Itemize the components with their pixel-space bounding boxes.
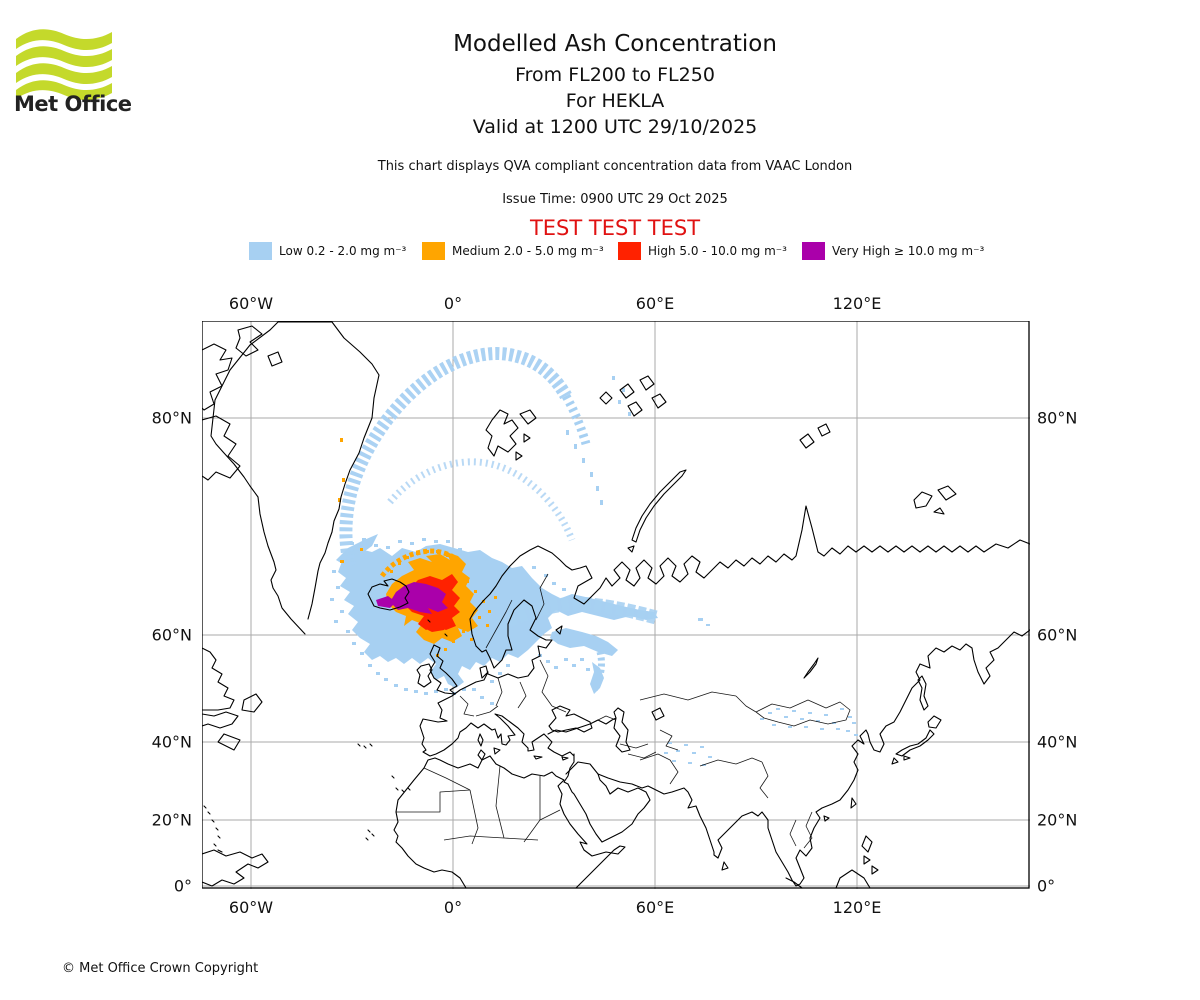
- copyright-notice: © Met Office Crown Copyright: [62, 961, 259, 976]
- logo-waves-icon: [16, 29, 112, 101]
- legend-swatch-medium: [422, 242, 445, 260]
- legend-swatch-very-high: [802, 242, 825, 260]
- logo-wordmark: Met Office: [14, 92, 132, 116]
- tick-top-120e: 120°E: [832, 294, 882, 313]
- tick-right-20n: 20°N: [1037, 810, 1078, 830]
- tick-bottom-120e: 120°E: [832, 898, 882, 917]
- tick-left-80n: 80°N: [151, 408, 192, 428]
- tick-top-0: 0°: [443, 294, 463, 313]
- legend-label-very-high: Very High ≥ 10.0 mg m⁻³: [832, 244, 985, 258]
- map-border: [202, 321, 1030, 889]
- tick-right-40n: 40°N: [1037, 732, 1078, 752]
- tick-left-60n: 60°N: [151, 625, 192, 645]
- test-banner: TEST TEST TEST: [529, 216, 701, 240]
- graticule-gridlines: [202, 321, 1030, 889]
- issue-time: Issue Time: 0900 UTC 29 Oct 2025: [502, 192, 728, 207]
- legend-swatch-high: [618, 242, 641, 260]
- tick-top-60w: 60°W: [228, 294, 274, 313]
- tick-left-0: 0°: [173, 876, 192, 896]
- met-office-logo: [16, 29, 112, 101]
- tick-right-0: 0°: [1037, 876, 1056, 896]
- ash-low-speckles: [330, 376, 858, 766]
- legend-swatch-low: [249, 242, 272, 260]
- tick-right-60n: 60°N: [1037, 625, 1078, 645]
- ash-plume-very-high-layer: [376, 582, 448, 614]
- legend-label-low: Low 0.2 - 2.0 mg m⁻³: [279, 244, 407, 258]
- tick-bottom-60w: 60°W: [228, 898, 274, 917]
- tick-right-80n: 80°N: [1037, 408, 1078, 428]
- qva-description: This chart displays QVA compliant concen…: [377, 159, 853, 174]
- legend-label-medium: Medium 2.0 - 5.0 mg m⁻³: [452, 244, 604, 258]
- tick-top-60e: 60°E: [635, 294, 675, 313]
- page-title: Modelled Ash Concentration: [453, 31, 777, 57]
- ash-concentration-map: [202, 321, 1030, 889]
- tick-left-20n: 20°N: [151, 810, 192, 830]
- country-borders: [396, 573, 851, 849]
- volcano-subtitle: For HEKLA: [565, 90, 665, 112]
- valid-time-subtitle: Valid at 1200 UTC 29/10/2025: [472, 116, 758, 138]
- legend-label-high: High 5.0 - 10.0 mg m⁻³: [648, 244, 787, 258]
- tick-left-40n: 40°N: [151, 732, 192, 752]
- tick-bottom-60e: 60°E: [635, 898, 675, 917]
- tick-bottom-0: 0°: [443, 898, 463, 917]
- flight-level-subtitle: From FL200 to FL250: [515, 64, 715, 86]
- coastlines: [202, 321, 1030, 889]
